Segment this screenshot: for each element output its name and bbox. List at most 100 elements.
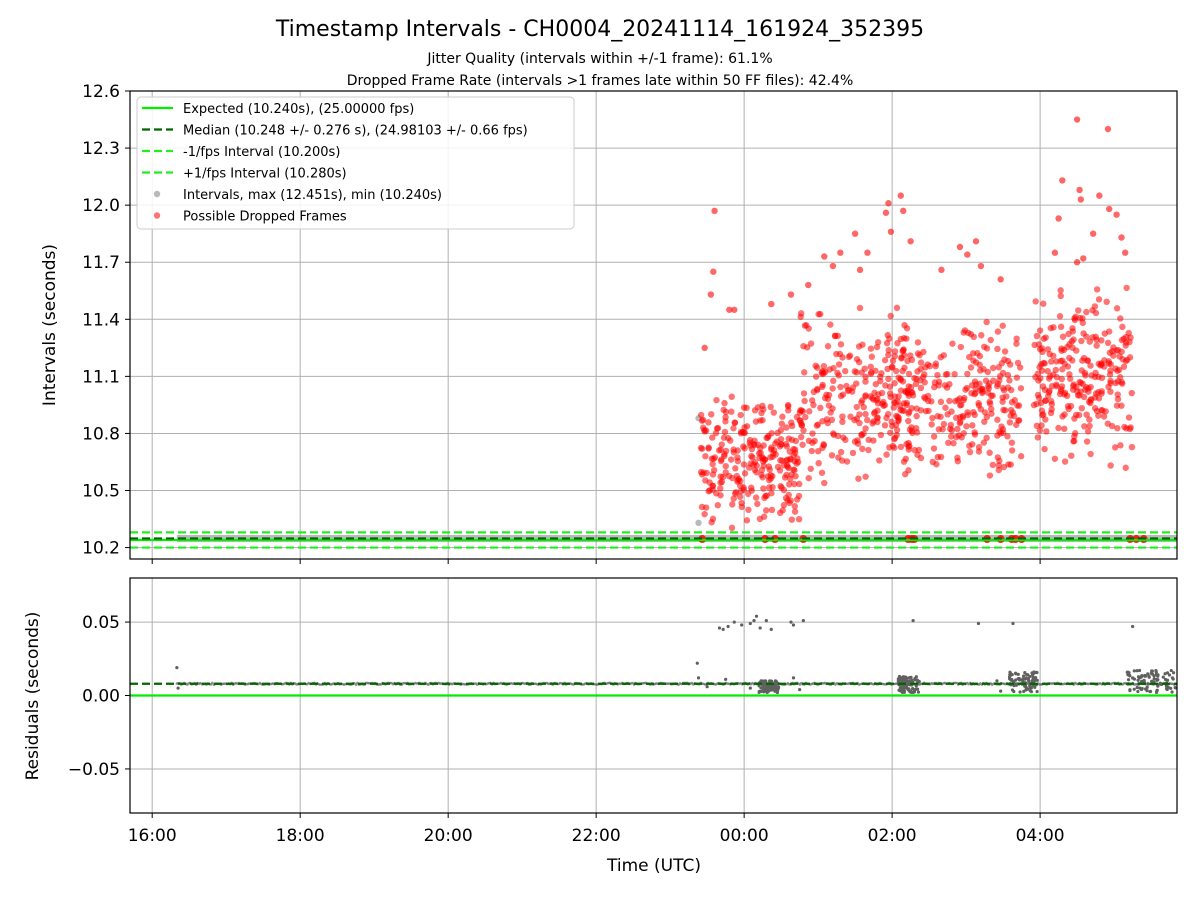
dropped-frame-point [1059,333,1067,340]
dropped-frame-point [902,455,909,463]
residual-point [1169,686,1173,691]
top-ytick-label: 11.7 [82,253,120,273]
dropped-frame-point [1095,389,1102,396]
dropped-frame-point [768,444,775,451]
dropped-frame-point [727,456,735,463]
dropped-frame-point [820,362,828,370]
dropped-frame-point [1003,393,1010,400]
dropped-frame-point [1087,399,1094,407]
dropped-frame-point [809,430,816,437]
dropped-frame-point [889,357,897,365]
dropped-frame-point [902,470,909,478]
dropped-frame-point [856,304,864,312]
dropped-frame-point [813,364,821,371]
dropped-frame-point [882,209,890,216]
dropped-frame-point [956,413,964,421]
dropped-frame-point [914,350,922,357]
dropped-frame-point [758,466,766,474]
dropped-frame-point [768,490,775,497]
dropped-frame-point [937,398,945,406]
dropped-frame-point [981,343,988,350]
residual-point [1156,673,1160,677]
bottom-panel: 16:00 18:00 20:00 22:00 00:00 02:00 04:00 −0.05… [23,577,1178,876]
dropped-frame-point [891,444,898,451]
legend-box [136,96,575,230]
dropped-frame-point [1098,337,1105,344]
residual-point [1136,689,1140,694]
residual-point [913,678,917,682]
dropped-frame-point [764,434,772,441]
dropped-frame-point [1033,332,1041,340]
top-reference-lines [130,531,1177,549]
dropped-frame-point [849,449,857,457]
dropped-frame-point [786,481,793,488]
dropped-frame-point [1093,336,1100,344]
dropped-frame-point [1107,377,1114,385]
residual-point [696,676,701,680]
residual-point [901,685,905,689]
residual-point [764,618,768,623]
dropped-frame-point [730,495,737,502]
dropped-frame-point [968,382,976,389]
dropped-frame-point [989,392,996,399]
dropped-frame-point [901,322,908,329]
dropped-frame-point [869,420,876,427]
dropped-frame-point [920,373,927,381]
dropped-frame-point [1113,211,1120,218]
dropped-frame-point [1101,357,1108,364]
interval-point [695,519,702,527]
dropped-frame-point [837,383,844,391]
dropped-frame-point [713,396,720,404]
dropped-frame-point [954,425,961,433]
dropped-frame-point [1073,259,1081,266]
dropped-frame-point [986,472,994,479]
dropped-frame-point [883,451,890,458]
dropped-frame-point [777,426,785,434]
residual-point [1029,690,1034,694]
dropped-frame-point [860,430,867,437]
top-panel: 10.2 10.5 10.8 11.1 11.4 11.7 12.0 12.3 12.6 Int… [40,82,1178,564]
dropped-frame-point [873,343,881,351]
dropped-frame-point [1083,308,1090,316]
residual-point [906,679,911,683]
legend-label: Median (10.248 +/- 0.276 s), (24.98103 +… [183,124,528,139]
dropped-frame-point [819,368,826,375]
dropped-frame-point [788,422,796,430]
dropped-frame-point [1042,416,1049,423]
legend-entries: Expected (10.240s), (25.00000 fps) Median… [142,102,528,225]
residual-point [1152,677,1156,681]
dropped-frame-point [753,469,760,476]
dropped-frame-point [862,378,869,385]
dropped-frame-point [760,513,768,520]
dropped-frame-point [778,420,786,427]
dropped-frame-point [1114,391,1121,398]
residual-point [906,688,910,692]
dropped-frame-point [899,407,906,414]
residual-point [1008,670,1012,674]
dropped-frame-point [877,431,885,439]
dropped-frame-point [1086,416,1093,423]
dropped-frame-point [895,414,902,421]
residual-point [1035,670,1039,674]
dropped-frame-point [887,429,894,436]
residual-point [1009,678,1014,682]
dropped-frame-point [817,404,824,412]
dropped-frame-point [759,417,766,424]
residual-point [1021,677,1025,681]
dropped-frame-point [994,345,1001,353]
dropped-frame-point [797,313,804,321]
residual-point [1165,671,1170,675]
dropped-frame-point [732,465,739,472]
dropped-frame-point [900,334,908,342]
dropped-frame-point [761,456,769,463]
dropped-frame-point [701,426,708,434]
dropped-frame-point [859,445,866,453]
dropped-frame-point [971,390,978,398]
dropped-frame-point [1035,394,1043,401]
dropped-frame-point [1037,399,1045,407]
dropped-frame-point [760,485,767,492]
dropped-frame-point [1010,412,1018,420]
dropped-frame-point [998,423,1005,430]
dropped-frame-point [862,473,869,480]
dropped-frame-point [946,380,953,388]
